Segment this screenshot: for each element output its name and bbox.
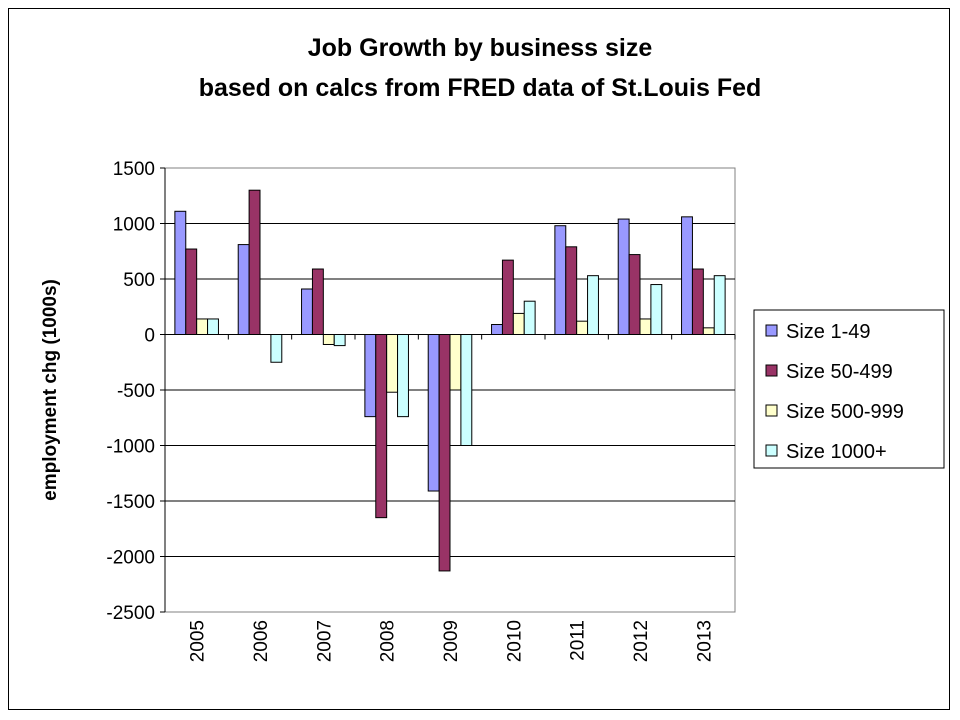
bar-size-50-499-2006	[248, 189, 261, 335]
y-tick-label: -500	[117, 381, 155, 402]
bar-size-1-49-2010	[491, 324, 503, 336]
legend-swatch	[765, 324, 778, 337]
bar-size-1000--2012	[650, 284, 663, 335]
bar-size-500-999-2009	[449, 334, 462, 391]
bar-size-50-499-2013	[691, 268, 704, 336]
bar-size-500-999-2007	[322, 334, 335, 345]
bar-size-1-49-2011	[554, 225, 567, 335]
bar-size-50-499-2005	[185, 248, 198, 335]
x-tick-label: 2011	[568, 620, 589, 661]
y-axis-label: employment chg (1000s)	[40, 279, 61, 501]
bar-size-50-499-2011	[565, 246, 578, 335]
x-tick-label: 2007	[314, 620, 335, 662]
bar-size-50-499-2007	[311, 268, 324, 336]
bar-size-1-49-2006	[237, 244, 250, 335]
bar-size-1000--2009	[460, 334, 473, 446]
bar-size-500-999-2012	[639, 318, 652, 335]
x-tick-label: 2005	[188, 620, 209, 662]
y-tick-label: -1500	[106, 492, 155, 513]
y-tick-label: 1000	[113, 215, 155, 236]
bar-size-1000--2007	[333, 334, 346, 347]
bar-size-500-999-2005	[196, 318, 209, 335]
bar-size-1000--2008	[397, 334, 409, 418]
y-tick-label: 1500	[113, 159, 155, 180]
legend-label: Size 500-999	[786, 401, 904, 423]
bar-size-1-49-2012	[617, 218, 630, 335]
bar-size-1000--2011	[587, 275, 599, 336]
legend-swatch	[765, 364, 778, 377]
bar-size-1-49-2013	[681, 216, 693, 335]
bar-size-50-499-2012	[628, 254, 641, 335]
x-tick-label: 2009	[441, 620, 462, 662]
legend-label: Size 1000+	[786, 441, 887, 463]
y-tick-labels: 1500 1000 500 0 -500 -1000 -1500 -2000 -2500	[106, 159, 155, 624]
axes	[160, 167, 736, 613]
bar-size-50-499-2009	[438, 334, 451, 572]
x-tick-label: 2013	[694, 620, 715, 662]
bar-size-1000--2005	[207, 318, 219, 335]
y-tick-label: 0	[144, 326, 155, 347]
bar-size-500-999-2008	[386, 334, 399, 393]
chart-title-line-1: Job Growth by business size	[308, 34, 653, 62]
bar-size-1000--2010	[523, 300, 536, 336]
chart-title-line-2: based on calcs from FRED data of St.Loui…	[199, 74, 762, 102]
bar-size-500-999-2013	[702, 327, 715, 335]
y-tick-label: -2500	[106, 603, 155, 624]
bar-size-1-49-2007	[301, 288, 313, 335]
x-tick-label: 2008	[378, 620, 399, 662]
legend-swatch	[765, 404, 778, 417]
legend: Size 1-49 Size 50-499 Size 500-999 Size 100…	[753, 309, 945, 469]
legend-label: Size 50-499	[786, 361, 893, 383]
bar-size-50-499-2010	[501, 259, 514, 336]
x-tick-label: 2012	[631, 620, 652, 662]
y-tick-label: -1000	[106, 437, 155, 458]
bar-size-500-999-2010	[512, 312, 525, 336]
legend-label: Size 1-49	[786, 321, 871, 343]
bar-size-1-49-2008	[364, 334, 377, 418]
legend-box	[753, 309, 945, 469]
bar-size-50-499-2008	[375, 334, 388, 519]
bars	[174, 189, 726, 572]
y-tick-label: 500	[123, 270, 155, 291]
bar-size-1-49-2005	[174, 210, 187, 335]
x-tick-labels: 2005 2006 2007 2008 2009 2010 2011 2012 2013	[188, 620, 716, 662]
x-tick-label: 2006	[251, 620, 272, 662]
x-tick-label: 2010	[504, 620, 525, 662]
bar-size-500-999-2011	[576, 320, 589, 335]
bar-size-1000--2006	[270, 334, 283, 363]
bar-size-1-49-2009	[427, 334, 440, 492]
legend-swatch	[765, 444, 778, 457]
bar-size-1000--2013	[713, 275, 726, 336]
y-tick-label: -2000	[106, 548, 155, 569]
